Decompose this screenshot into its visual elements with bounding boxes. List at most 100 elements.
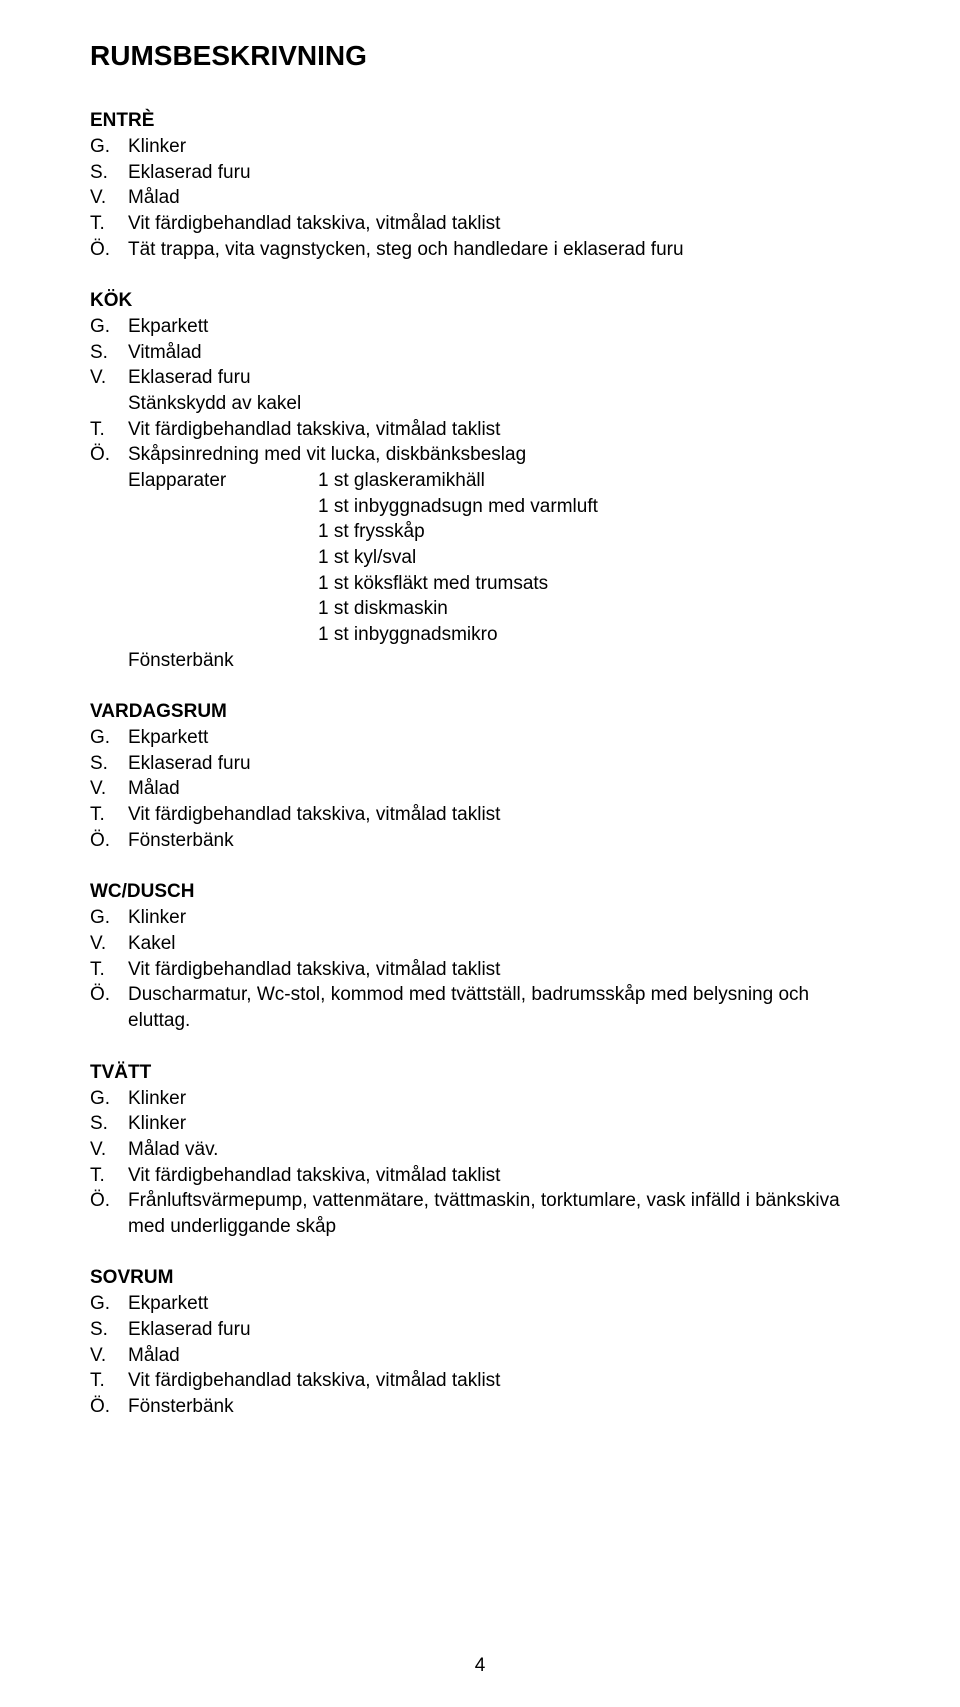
row-vardagsrum-g: G. Ekparkett — [90, 725, 870, 751]
elapp-6: 1 st inbyggnadsmikro — [318, 622, 870, 648]
col-blank — [128, 571, 318, 597]
key-s: S. — [90, 1111, 128, 1137]
col-blank — [128, 622, 318, 648]
val-kok-t: Vit färdigbehandlad takskiva, vitmålad t… — [128, 417, 870, 443]
row-vardagsrum-o: Ö. Fönsterbänk — [90, 828, 870, 854]
val-kok-v: Eklaserad furu — [128, 365, 870, 391]
val-sovrum-s: Eklaserad furu — [128, 1317, 870, 1343]
row-vardagsrum-t: T. Vit färdigbehandlad takskiva, vitmåla… — [90, 802, 870, 828]
val-vardagsrum-o: Fönsterbänk — [128, 828, 870, 854]
elapp-label: Elapparater — [128, 468, 318, 494]
elapp-1: 1 st inbyggnadsugn med varmluft — [318, 494, 870, 520]
val-tvatt-s: Klinker — [128, 1111, 870, 1137]
row-tvatt-t: T. Vit färdigbehandlad takskiva, vitmåla… — [90, 1163, 870, 1189]
val-entre-v: Målad — [128, 185, 870, 211]
row-sovrum-t: T. Vit färdigbehandlad takskiva, vitmåla… — [90, 1368, 870, 1394]
key-v: V. — [90, 1137, 128, 1163]
val-tvatt-t: Vit färdigbehandlad takskiva, vitmålad t… — [128, 1163, 870, 1189]
row-wcdusch-o: Ö. Duscharmatur, Wc-stol, kommod med tvä… — [90, 982, 870, 1033]
fonsterbank-label: Fönsterbänk — [128, 648, 318, 674]
section-heading-wcdusch: WC/DUSCH — [90, 881, 870, 903]
row-kok-elapp-0: Elapparater 1 st glaskeramikhäll — [90, 468, 870, 494]
row-tvatt-s: S. Klinker — [90, 1111, 870, 1137]
key-t: T. — [90, 802, 128, 828]
key-s: S. — [90, 751, 128, 777]
col-blank — [128, 596, 318, 622]
row-kok-g: G. Ekparkett — [90, 314, 870, 340]
key-g: G. — [90, 725, 128, 751]
val-kok-o: Skåpsinredning med vit lucka, diskbänksb… — [128, 442, 870, 468]
section-heading-entre: ENTRÈ — [90, 110, 870, 132]
row-entre-g: G. Klinker — [90, 134, 870, 160]
val-wcdusch-g: Klinker — [128, 905, 870, 931]
key-blank — [90, 622, 128, 648]
val-sovrum-v: Målad — [128, 1343, 870, 1369]
row-tvatt-v: V. Målad väv. — [90, 1137, 870, 1163]
row-wcdusch-v: V. Kakel — [90, 931, 870, 957]
row-kok-elapp-1: 1 st inbyggnadsugn med varmluft — [90, 494, 870, 520]
val-entre-g: Klinker — [128, 134, 870, 160]
row-tvatt-g: G. Klinker — [90, 1086, 870, 1112]
val-wcdusch-v: Kakel — [128, 931, 870, 957]
col-blank — [318, 648, 870, 674]
key-blank — [90, 571, 128, 597]
col-blank — [128, 519, 318, 545]
key-o: Ö. — [90, 828, 128, 854]
section-heading-kok: KÖK — [90, 290, 870, 312]
row-sovrum-s: S. Eklaserad furu — [90, 1317, 870, 1343]
row-kok-elapp-5: 1 st diskmaskin — [90, 596, 870, 622]
row-entre-s: S. Eklaserad furu — [90, 160, 870, 186]
key-g: G. — [90, 905, 128, 931]
row-tvatt-o: Ö. Frånluftsvärmepump, vattenmätare, tvä… — [90, 1188, 870, 1239]
row-kok-v2: Stänkskydd av kakel — [90, 391, 870, 417]
key-s: S. — [90, 1317, 128, 1343]
key-v: V. — [90, 931, 128, 957]
row-sovrum-g: G. Ekparkett — [90, 1291, 870, 1317]
row-kok-elapp-4: 1 st köksfläkt med trumsats — [90, 571, 870, 597]
row-kok-v: V. Eklaserad furu — [90, 365, 870, 391]
row-kok-s: S. Vitmålad — [90, 340, 870, 366]
page-number: 4 — [0, 1655, 960, 1677]
val-sovrum-t: Vit färdigbehandlad takskiva, vitmålad t… — [128, 1368, 870, 1394]
key-v: V. — [90, 185, 128, 211]
row-kok-t: T. Vit färdigbehandlad takskiva, vitmåla… — [90, 417, 870, 443]
key-t: T. — [90, 1368, 128, 1394]
key-blank — [90, 468, 128, 494]
val-entre-s: Eklaserad furu — [128, 160, 870, 186]
col-blank — [128, 494, 318, 520]
section-heading-tvatt: TVÄTT — [90, 1062, 870, 1084]
row-kok-elapp-2: 1 st frysskåp — [90, 519, 870, 545]
val-wcdusch-t: Vit färdigbehandlad takskiva, vitmålad t… — [128, 957, 870, 983]
val-kok-v2: Stänkskydd av kakel — [128, 391, 870, 417]
key-s: S. — [90, 160, 128, 186]
val-wcdusch-o: Duscharmatur, Wc-stol, kommod med tvätts… — [128, 982, 870, 1033]
section-heading-sovrum: SOVRUM — [90, 1267, 870, 1289]
val-kok-g: Ekparkett — [128, 314, 870, 340]
row-kok-elapp-6: 1 st inbyggnadsmikro — [90, 622, 870, 648]
val-vardagsrum-g: Ekparkett — [128, 725, 870, 751]
key-blank — [90, 648, 128, 674]
key-blank — [90, 519, 128, 545]
val-tvatt-g: Klinker — [128, 1086, 870, 1112]
val-entre-o: Tät trappa, vita vagnstycken, steg och h… — [128, 237, 870, 263]
row-wcdusch-g: G. Klinker — [90, 905, 870, 931]
key-g: G. — [90, 1291, 128, 1317]
key-t: T. — [90, 211, 128, 237]
key-s: S. — [90, 340, 128, 366]
elapp-4: 1 st köksfläkt med trumsats — [318, 571, 870, 597]
key-o: Ö. — [90, 1394, 128, 1420]
key-g: G. — [90, 314, 128, 340]
val-kok-s: Vitmålad — [128, 340, 870, 366]
key-blank — [90, 596, 128, 622]
row-kok-elapp-3: 1 st kyl/sval — [90, 545, 870, 571]
key-v: V. — [90, 365, 128, 391]
row-kok-fonsterbank: Fönsterbänk — [90, 648, 870, 674]
key-blank — [90, 494, 128, 520]
row-wcdusch-t: T. Vit färdigbehandlad takskiva, vitmåla… — [90, 957, 870, 983]
row-entre-t: T. Vit färdigbehandlad takskiva, vitmåla… — [90, 211, 870, 237]
elapp-0: 1 st glaskeramikhäll — [318, 468, 870, 494]
key-v: V. — [90, 776, 128, 802]
key-blank — [90, 391, 128, 417]
section-heading-vardagsrum: VARDAGSRUM — [90, 701, 870, 723]
key-t: T. — [90, 957, 128, 983]
